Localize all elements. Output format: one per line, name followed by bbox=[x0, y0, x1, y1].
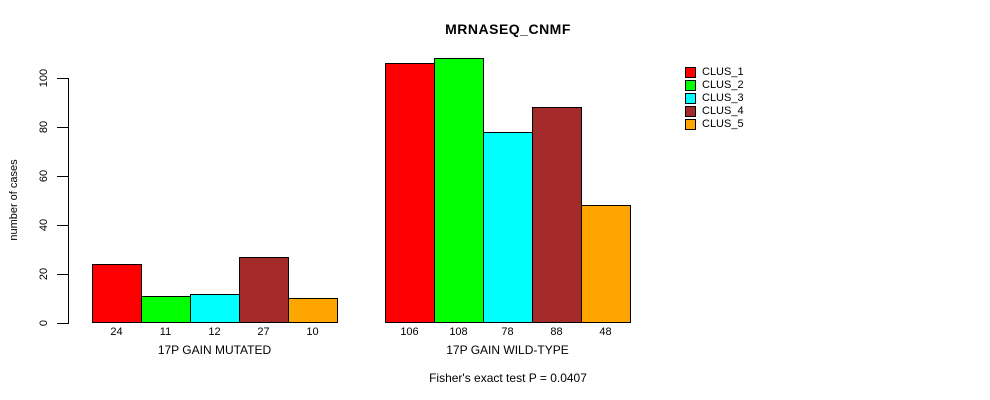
y-axis-line bbox=[68, 78, 69, 324]
chart-title: MRNASEQ_CNMF bbox=[445, 21, 571, 37]
legend-swatch-clus_3 bbox=[685, 93, 696, 104]
bar-value-label: 10 bbox=[306, 326, 319, 338]
bar-value-label: 48 bbox=[599, 326, 612, 338]
bar-clus_5 bbox=[288, 298, 338, 323]
legend-label: CLUS_2 bbox=[702, 79, 744, 91]
legend-entry: CLUS_5 bbox=[685, 118, 744, 131]
bar-clus_3 bbox=[190, 294, 240, 323]
y-tick bbox=[57, 274, 68, 275]
bar-value-label: 24 bbox=[110, 326, 123, 338]
group-label: 17P GAIN WILD-TYPE bbox=[446, 343, 569, 357]
legend-entry: CLUS_4 bbox=[685, 105, 744, 118]
bar-value-label: 11 bbox=[159, 326, 172, 338]
legend-swatch-clus_2 bbox=[685, 80, 696, 91]
legend-label: CLUS_5 bbox=[702, 118, 744, 130]
y-tick-label: 0 bbox=[38, 319, 50, 327]
bar-value-label: 88 bbox=[550, 326, 563, 338]
bar-clus_1 bbox=[92, 264, 142, 323]
group-label: 17P GAIN MUTATED bbox=[157, 343, 272, 357]
bar-clus_1 bbox=[385, 63, 435, 323]
y-tick bbox=[57, 323, 68, 324]
y-tick-label: 40 bbox=[38, 218, 50, 232]
fisher-test-caption: Fisher's exact test P = 0.0407 bbox=[429, 371, 587, 385]
y-tick-label: 20 bbox=[38, 267, 50, 281]
y-axis-title: number of cases bbox=[8, 159, 20, 241]
y-tick bbox=[57, 225, 68, 226]
legend-swatch-clus_5 bbox=[685, 119, 696, 130]
bar-value-label: 106 bbox=[400, 326, 419, 338]
bar-value-label: 108 bbox=[449, 326, 468, 338]
bar-value-label: 27 bbox=[257, 326, 270, 338]
y-tick bbox=[57, 127, 68, 128]
y-tick-label: 80 bbox=[38, 120, 50, 134]
y-tick-label: 60 bbox=[38, 169, 50, 183]
bar-clus_2 bbox=[434, 58, 484, 323]
legend-label: CLUS_4 bbox=[702, 105, 744, 117]
bar-clus_2 bbox=[141, 296, 191, 323]
bar-clus_5 bbox=[581, 205, 631, 323]
y-tick bbox=[57, 176, 68, 177]
legend-entry: CLUS_2 bbox=[685, 79, 744, 92]
bar-clus_4 bbox=[532, 107, 582, 323]
legend-swatch-clus_4 bbox=[685, 106, 696, 117]
legend-label: CLUS_3 bbox=[702, 92, 744, 104]
legend-entry: CLUS_1 bbox=[685, 66, 744, 79]
y-tick bbox=[57, 78, 68, 79]
bar-clus_3 bbox=[483, 132, 533, 323]
legend-swatch-clus_1 bbox=[685, 67, 696, 78]
bar-clus_4 bbox=[239, 257, 289, 323]
bar-value-label: 12 bbox=[208, 326, 221, 338]
y-tick-label: 100 bbox=[38, 68, 50, 88]
legend-entry: CLUS_3 bbox=[685, 92, 744, 105]
legend-label: CLUS_1 bbox=[702, 66, 744, 78]
legend: CLUS_1 CLUS_2 CLUS_3 CLUS_4 CLUS_5 bbox=[685, 66, 744, 131]
bar-value-label: 78 bbox=[501, 326, 514, 338]
